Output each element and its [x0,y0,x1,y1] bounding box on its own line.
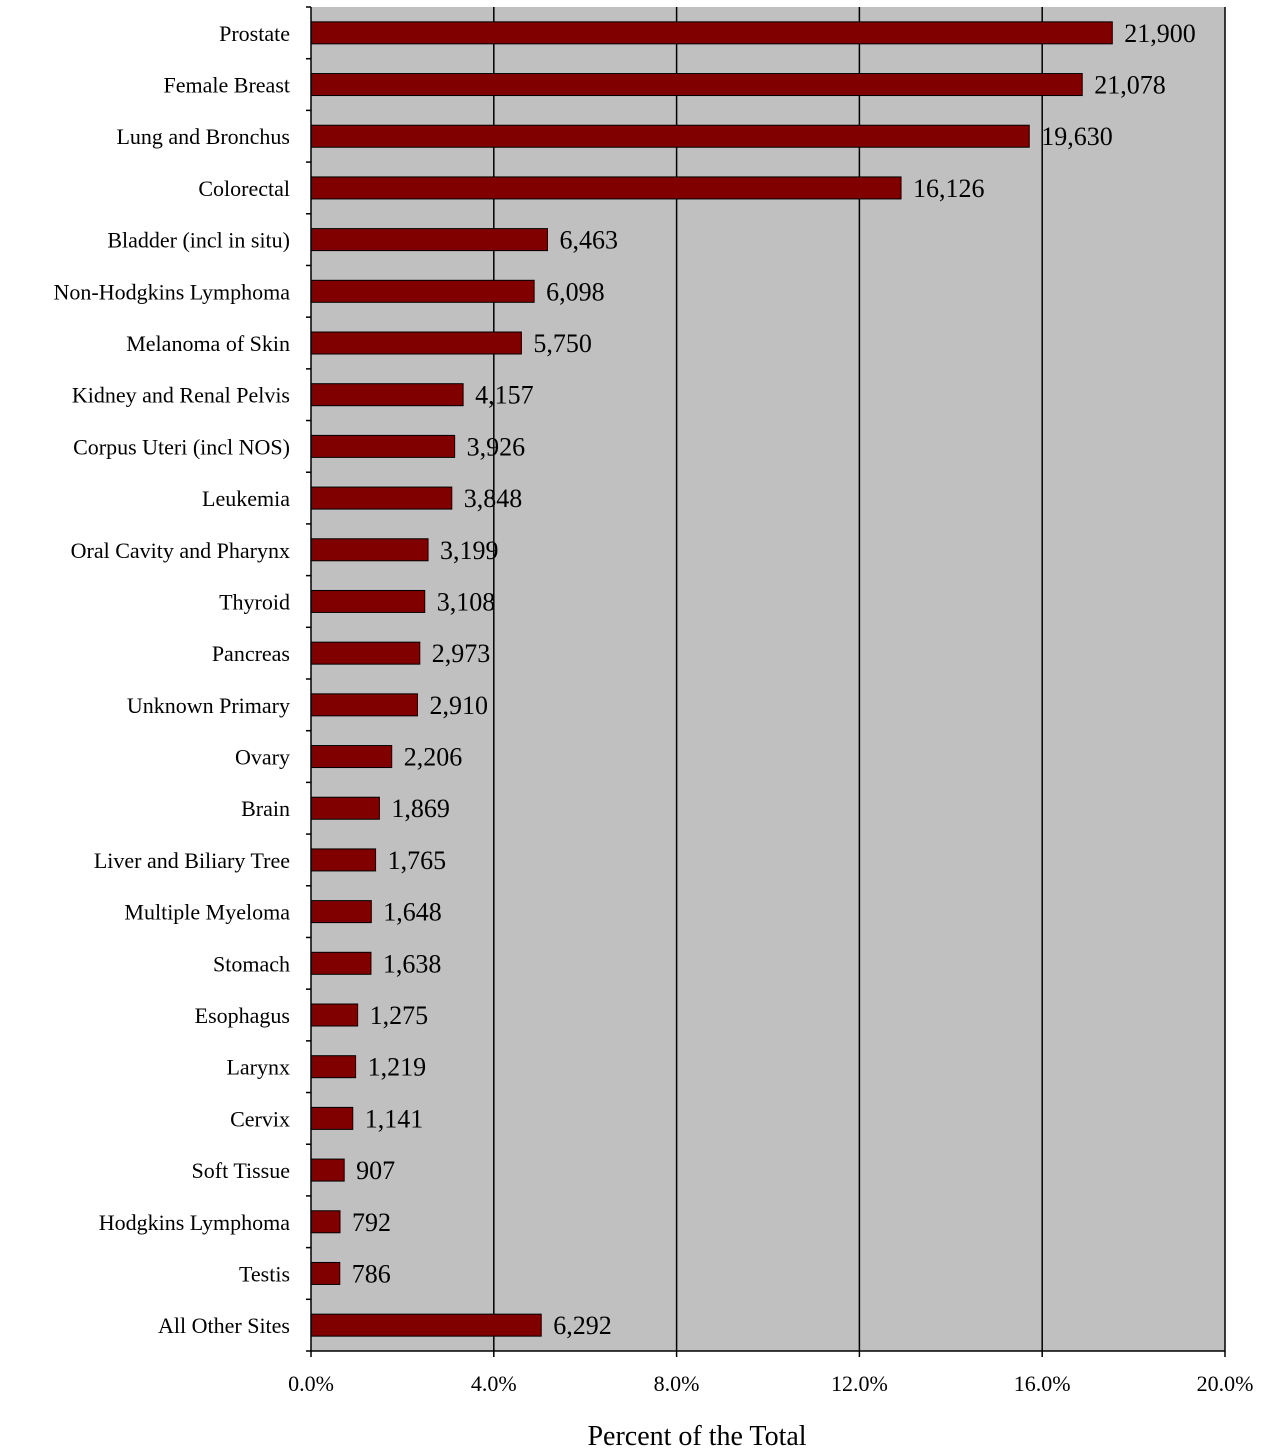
category-label: Corpus Uteri (incl NOS) [73,434,290,459]
category-label: Soft Tissue [192,1158,290,1183]
data-label: 3,199 [440,536,499,565]
data-label: 1,648 [383,898,442,927]
category-label: Hodgkins Lymphoma [99,1210,291,1235]
data-label: 4,157 [475,381,534,410]
data-label: 1,869 [391,794,450,823]
x-tick-label: 4.0% [471,1371,517,1396]
bar [310,1313,542,1337]
data-label: 792 [352,1208,391,1237]
data-label: 21,078 [1094,71,1166,100]
bar [310,641,421,665]
bar [310,21,1113,45]
bar [310,848,377,872]
category-label: Thyroid [219,589,290,614]
x-tick-label: 12.0% [831,1371,888,1396]
category-label: Lung and Bronchus [116,124,290,149]
data-label: 1,275 [370,1001,429,1030]
category-label: Non-Hodgkins Lymphoma [54,279,291,304]
data-label: 5,750 [533,329,592,358]
category-label: Esophagus [195,1003,290,1028]
category-label: Prostate [219,21,290,46]
x-axis-title: Percent of the Total [587,1421,806,1450]
data-label: 2,973 [432,639,491,668]
gridlines [493,7,1226,1351]
data-label: 19,630 [1041,122,1113,151]
category-label: Larynx [226,1055,290,1080]
bar [310,900,372,924]
category-label: Leukemia [202,486,290,511]
data-label: 2,910 [429,691,488,720]
data-label: 21,900 [1124,19,1196,48]
data-label: 1,141 [365,1104,424,1133]
category-label: Multiple Myeloma [124,900,290,925]
category-label: Kidney and Renal Pelvis [72,383,290,408]
category-label: Testis [239,1261,290,1286]
bar [310,1210,341,1234]
category-label: Liver and Biliary Tree [94,848,290,873]
category-label: Bladder (incl in situ) [107,228,290,253]
category-label: Melanoma of Skin [126,331,290,356]
bar [310,796,380,820]
data-label: 1,219 [368,1053,427,1082]
data-labels: 21,900 21,078 19,630 16,126 6,463 6,098 5,750 4… [352,19,1196,1340]
data-label: 3,108 [437,587,496,616]
data-label: 6,463 [559,226,618,255]
bar [310,1158,345,1182]
bar [310,1055,357,1079]
x-tick-label: 0.0% [288,1371,334,1396]
category-label: Oral Cavity and Pharynx [71,538,290,563]
x-tick-label: 8.0% [654,1371,700,1396]
category-label: Brain [241,796,290,821]
bar [310,331,522,355]
bar [310,951,372,975]
data-label: 1,638 [383,949,442,978]
y-axis [306,6,312,1352]
data-label: 3,848 [464,484,522,513]
bar [310,1003,359,1027]
bar [310,693,418,717]
category-label: Colorectal [198,176,290,201]
bar [310,383,464,407]
bar [310,228,548,252]
category-label: Cervix [230,1106,290,1131]
category-label: All Other Sites [158,1313,290,1338]
bar [310,1106,354,1130]
x-axis: 0.0% 4.0% 8.0% 12.0% 16.0% 20.0% [288,1350,1254,1396]
x-tick-label: 20.0% [1197,1371,1254,1396]
bar [310,486,453,510]
data-label: 907 [356,1156,395,1185]
data-label: 6,292 [553,1311,612,1340]
bar [310,589,426,613]
data-label: 3,926 [467,432,525,461]
bar [310,73,1083,97]
data-label: 786 [352,1259,391,1288]
data-label: 6,098 [546,277,605,306]
data-label: 16,126 [913,174,985,203]
bar [310,434,456,458]
bar [310,538,429,562]
bar [310,124,1030,148]
data-label: 2,206 [404,743,463,772]
bars [310,21,1113,1337]
x-tick-label: 16.0% [1014,1371,1071,1396]
category-label: Unknown Primary [127,693,290,718]
data-label: 1,765 [388,846,447,875]
category-label: Pancreas [212,641,290,666]
category-labels: Prostate Female Breast Lung and Bronchus Co… [54,21,291,1338]
category-label: Ovary [235,745,290,770]
bar [310,176,902,200]
category-label: Stomach [213,951,290,976]
bar [310,745,393,769]
bar [310,279,535,303]
bar [310,1261,341,1285]
plot-area [311,7,1225,1351]
category-label: Female Breast [164,73,290,98]
